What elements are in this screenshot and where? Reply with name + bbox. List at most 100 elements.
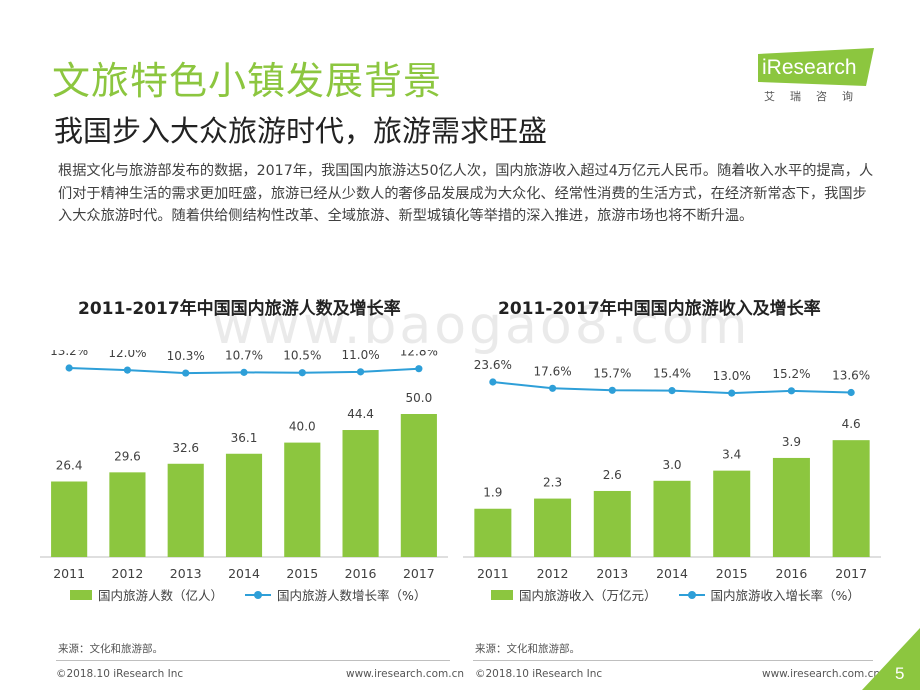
bar-value-label: 2.3 [543,476,562,490]
visitors-chart: 26.4 2011 29.6 2012 32.6 2013 36.1 2014 40.0 2015… [40,350,448,581]
growth-value-label: 13.0% [713,369,751,383]
copyright-right: ©2018.10 iResearch Inc [475,668,603,680]
bar [772,457,810,557]
x-tick-label: 2013 [596,566,628,581]
x-tick-label: 2012 [112,566,144,581]
bar [342,430,379,557]
bar [593,490,631,557]
growth-point [548,384,557,392]
bar-value-label: 1.9 [483,486,502,500]
x-tick-label: 2016 [345,566,377,581]
growth-point [65,364,73,372]
growth-value-label: 13.2% [50,350,88,358]
x-tick-label: 2015 [716,566,748,581]
growth-value-label: 15.7% [593,366,631,380]
bar-value-label: 44.4 [347,407,374,421]
iresearch-logo: iResearch 艾瑞咨询 [758,48,874,110]
bar-value-label: 29.6 [114,449,141,463]
copyright-left: ©2018.10 iResearch Inc [56,668,184,680]
growth-value-label: 15.4% [653,367,691,381]
bar [167,463,204,557]
bar [713,470,751,557]
growth-point [123,366,132,374]
revenue-chart: 1.9 2011 2.3 2012 2.6 2013 3.0 2014 3.4 2015 3.9 20… [463,358,881,581]
legend-line-swatch [245,590,272,600]
growth-value-label: 10.5% [283,350,321,363]
bar [474,508,512,557]
x-tick-label: 2016 [776,566,808,581]
growth-point [668,387,676,395]
x-tick-label: 2015 [286,566,318,581]
bar [109,472,146,557]
growth-point [415,365,423,373]
website-left: www.iresearch.com.cn [346,668,465,680]
growth-value-label: 13.6% [832,369,870,383]
growth-point [240,368,248,376]
growth-point [787,387,796,395]
footer-divider-left [56,660,450,661]
legend-revenue: 国内旅游收入（万亿元） 国内旅游收入增长率（%） [491,585,860,604]
growth-value-label: 15.2% [772,367,810,381]
bar [400,414,437,557]
bar [51,481,88,557]
website-right: www.iresearch.com.cn [762,668,881,680]
growth-value-label: 23.6% [474,358,512,372]
x-tick-label: 2014 [656,566,688,581]
bar-value-label: 2.6 [603,468,622,482]
bar-value-label: 40.0 [289,420,316,434]
legend-bar-swatch [70,589,92,600]
page-number: 5 [895,664,905,683]
growth-value-label: 12.0% [108,350,146,360]
bar-value-label: 4.6 [842,417,861,431]
growth-point [298,369,306,377]
x-tick-label: 2011 [53,566,85,581]
bar [653,480,691,557]
logo-subtext: 艾瑞咨询 [764,90,868,103]
legend-line-label: 国内旅游收入增长率（%） [710,588,860,603]
intro-paragraph: 根据文化与旅游部发布的数据，2017年，我国国内旅游达50亿人次，国内旅游收入超… [58,163,874,224]
x-tick-label: 2011 [477,566,509,581]
bar-value-label: 3.0 [662,458,681,472]
chart-title-visitors: 2011-2017年中国国内旅游人数及增长率 [78,299,401,319]
bar [284,442,321,557]
page-corner-decoration [862,628,920,690]
bar-value-label: 3.9 [782,435,801,449]
source-note-left: 来源：文化和旅游部。 [58,643,163,655]
watermark: www.baogao8.com [212,296,751,356]
logo-text: iResearch [762,56,857,79]
growth-point [182,369,190,377]
legend-bar-swatch [491,589,513,600]
x-tick-label: 2013 [170,566,202,581]
bar [225,453,263,557]
bar-value-label: 36.1 [231,431,258,445]
footer-divider-right [473,660,873,661]
bar-value-label: 50.0 [405,391,432,405]
growth-point [847,388,855,397]
growth-value-label: 17.6% [534,364,572,378]
growth-point [608,386,616,394]
legend-line-swatch [678,590,705,600]
growth-point [489,378,497,386]
legend-visitors: 国内旅游人数（亿人） 国内旅游人数增长率（%） [70,585,426,604]
bar-value-label: 3.4 [722,448,741,462]
bar [534,498,572,557]
legend-bar-label: 国内旅游人数（亿人） [98,588,224,603]
growth-value-label: 10.7% [225,350,263,362]
x-tick-label: 2012 [537,566,569,581]
bar-value-label: 26.4 [56,458,83,472]
x-tick-label: 2017 [835,566,867,581]
growth-value-label: 12.8% [400,350,438,359]
growth-point [728,389,736,397]
growth-value-label: 11.0% [342,350,380,362]
growth-value-label: 10.3% [167,350,205,363]
x-tick-label: 2017 [403,566,435,581]
logo-banner [758,48,874,86]
legend-bar-label: 国内旅游收入（万亿元） [519,588,657,603]
page-title: 文旅特色小镇发展背景 [52,59,443,103]
source-note-right: 来源：文化和旅游部。 [475,643,580,655]
page-subtitle: 我国步入大众旅游时代，旅游需求旺盛 [54,114,548,148]
legend-line-label: 国内旅游人数增长率（%） [277,588,427,603]
chart-title-revenue: 2011-2017年中国国内旅游收入及增长率 [498,299,821,319]
x-tick-label: 2014 [228,566,260,581]
bar-value-label: 32.6 [172,441,199,455]
